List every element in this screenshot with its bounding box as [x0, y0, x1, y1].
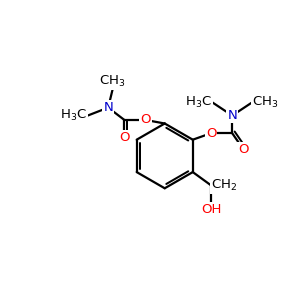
Text: O: O — [206, 127, 216, 140]
Text: CH$_2$: CH$_2$ — [211, 178, 237, 193]
Text: OH: OH — [201, 203, 221, 216]
Text: N: N — [227, 109, 237, 122]
Text: CH$_3$: CH$_3$ — [252, 95, 279, 110]
Text: H$_3$C: H$_3$C — [185, 95, 212, 110]
Text: O: O — [140, 113, 151, 127]
Text: H$_3$C: H$_3$C — [60, 108, 87, 123]
Text: N: N — [103, 101, 113, 114]
Text: CH$_3$: CH$_3$ — [99, 74, 126, 89]
Text: O: O — [238, 143, 249, 156]
Text: O: O — [119, 131, 130, 144]
